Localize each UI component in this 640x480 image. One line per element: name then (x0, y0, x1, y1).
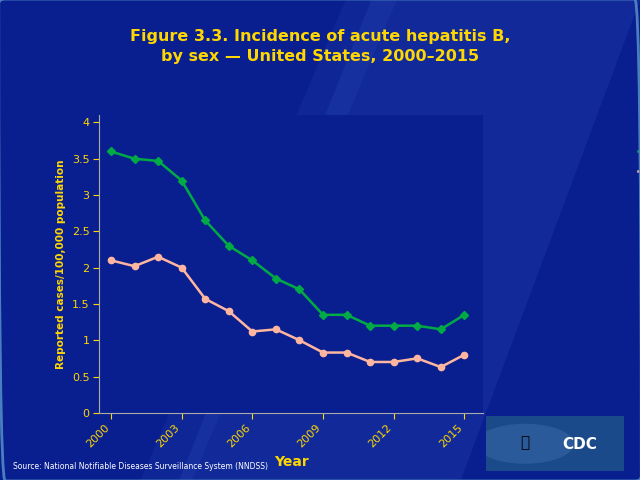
Female (272, 326, 280, 332)
Text: Source: National Notifiable Diseases Surveillance System (NNDSS): Source: National Notifiable Diseases Sur… (13, 462, 268, 471)
Male (343, 312, 351, 318)
Male (437, 326, 445, 332)
X-axis label: Year: Year (274, 455, 308, 469)
Y-axis label: Reported cases/100,000 population: Reported cases/100,000 population (56, 159, 66, 369)
Female (461, 352, 468, 358)
Female (437, 364, 445, 370)
Circle shape (477, 424, 573, 463)
Text: Figure 3.3. Incidence of acute hepatitis B,
by sex — United States, 2000–2015: Figure 3.3. Incidence of acute hepatitis… (130, 29, 510, 64)
Line: Male: Male (108, 148, 467, 333)
Female (343, 349, 351, 355)
Female (154, 254, 162, 260)
Male (366, 323, 374, 329)
Female (225, 308, 232, 314)
Male (413, 323, 421, 329)
Male (107, 149, 115, 155)
Male (225, 243, 232, 249)
Male (248, 257, 256, 263)
Female (202, 296, 209, 302)
Text: CDC: CDC (563, 437, 597, 452)
Female (107, 257, 115, 263)
Female (413, 356, 421, 361)
Female (366, 359, 374, 365)
Legend: Male, Female: Male, Female (639, 145, 640, 179)
Female (319, 349, 327, 355)
Male (202, 217, 209, 223)
Male (154, 158, 162, 164)
Male (296, 287, 303, 292)
Text: 🦅: 🦅 (520, 435, 529, 450)
Female (178, 265, 186, 271)
Male (131, 156, 138, 162)
Line: Female: Female (108, 253, 467, 370)
Male (319, 312, 327, 318)
Male (178, 178, 186, 183)
Female (131, 264, 138, 269)
Female (390, 359, 397, 365)
Female (296, 337, 303, 343)
Female (248, 329, 256, 335)
FancyBboxPatch shape (479, 413, 631, 474)
Male (272, 276, 280, 281)
Male (390, 323, 397, 329)
Male (461, 312, 468, 318)
